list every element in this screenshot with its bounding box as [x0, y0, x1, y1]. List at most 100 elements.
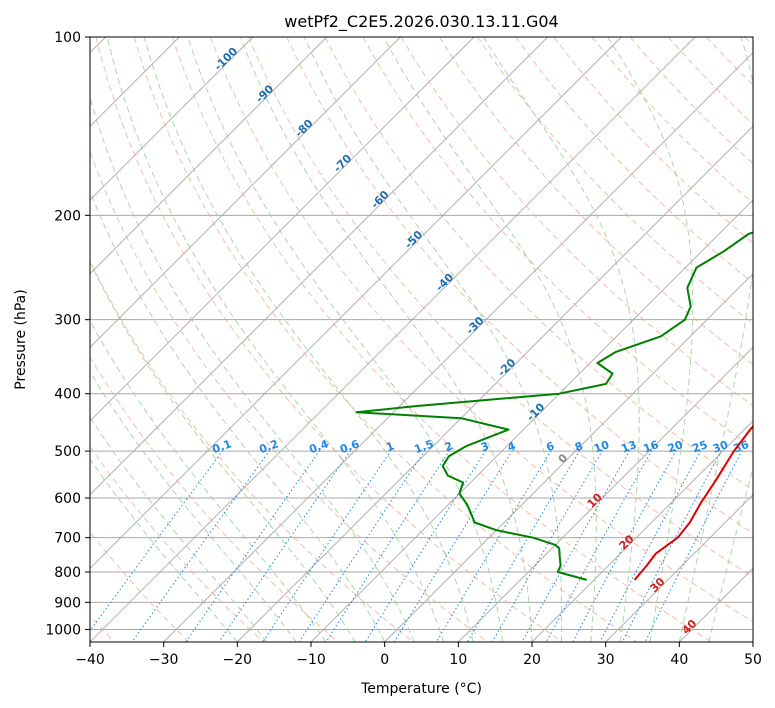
- moist-adiabat: [106, 37, 445, 642]
- mixing-ratio-label: 1: [384, 439, 396, 454]
- y-tick-label: 100: [54, 30, 81, 46]
- dry-adiabat: [90, 445, 264, 642]
- isotherm-line: [90, 37, 622, 569]
- y-tick-label: 1000: [45, 622, 81, 638]
- isotherm-line: [752, 641, 753, 642]
- y-tick-label: 900: [54, 595, 81, 611]
- moist-adiabat: [239, 37, 533, 642]
- x-axis-label: Temperature (°C): [360, 681, 482, 697]
- moist-adiabat: [90, 260, 356, 642]
- plot-background: [90, 37, 753, 642]
- moist-adiabat: [482, 37, 640, 642]
- dry-adiabat: [324, 37, 753, 491]
- isotherm-line: [90, 37, 401, 348]
- isotherm-line: [163, 52, 753, 642]
- isotherm-line: [531, 420, 753, 642]
- mixing-ratio-label: 16: [642, 438, 661, 456]
- mixing-ratio-label: 0.1: [211, 437, 234, 456]
- moist-adiabat: [708, 466, 753, 642]
- mixing-ratio-label: 36: [732, 438, 751, 456]
- x-tick-label: −20: [223, 652, 253, 668]
- moist-adiabat: [90, 96, 415, 642]
- x-tick-label: −30: [149, 652, 179, 668]
- moist-adiabat: [90, 370, 297, 642]
- moist-adiabat: [143, 37, 474, 642]
- moist-adiabat: [187, 37, 503, 642]
- isotherm-line: [90, 37, 548, 496]
- mixing-ratio-line: [467, 450, 581, 642]
- mixing-ratio-label: 30: [711, 438, 730, 456]
- mixing-ratio-line: [393, 450, 513, 642]
- y-tick-label: 600: [54, 491, 81, 507]
- mixing-ratio-label: 8: [573, 439, 585, 454]
- plot-frame: [89, 36, 754, 643]
- mixing-ratio-line: [521, 450, 631, 642]
- moist-adiabat: [678, 37, 753, 642]
- mixing-ratio-line: [364, 450, 487, 642]
- dry-adiabat: [591, 37, 753, 204]
- dry-adiabat: [90, 356, 339, 642]
- mixing-ratio-label: 20: [666, 438, 685, 456]
- isotherm-line: [605, 494, 753, 642]
- moist-adiabat: [90, 458, 238, 642]
- dry-adiabat: [133, 37, 638, 642]
- dewpoint-profile-line: [355, 231, 753, 581]
- moist-adiabat: [383, 37, 597, 642]
- sounding-profiles: [355, 231, 753, 581]
- x-tick-label: 20: [523, 652, 541, 668]
- mixing-ratio-line: [435, 450, 552, 642]
- y-tick-label: 700: [54, 531, 81, 547]
- x-tick-label: 40: [670, 652, 688, 668]
- mixing-ratio-label: 25: [690, 438, 709, 455]
- mixing-ratio-line: [491, 450, 604, 642]
- moist-adiabat: [607, 37, 694, 642]
- mixing-ratio-line: [218, 450, 352, 642]
- temperature-profile-line: [633, 424, 753, 581]
- mixing-ratio-label: 1.5: [413, 437, 436, 456]
- x-tick-label: 50: [744, 652, 762, 668]
- isotherm-line: [90, 37, 696, 642]
- x-tick-label: −40: [75, 652, 105, 668]
- y-axis: 100 200 300 400 500 600 700 800 900 1000: [45, 30, 90, 638]
- mixing-ratio-line: [599, 450, 702, 642]
- mixing-ratio-label: 3: [479, 439, 491, 454]
- mixing-ratio-label: 0.4: [307, 437, 330, 456]
- mixing-ratio-line: [131, 450, 271, 642]
- mixing-ratio-label: 6: [544, 439, 556, 454]
- mixing-ratio-label: 4: [506, 439, 518, 454]
- dry-adiabat: [248, 37, 753, 578]
- y-tick-label: 300: [54, 313, 81, 329]
- dry-adiabat: [286, 37, 753, 534]
- mixing-ratio-line: [572, 450, 677, 642]
- mixing-ratio-label: 13: [619, 438, 638, 455]
- mixing-ratio-line: [262, 450, 392, 642]
- mixing-ratio-line: [621, 450, 722, 642]
- dry-adiabat: [90, 259, 414, 642]
- moist-adiabat: [90, 319, 327, 642]
- dry-adiabat: [438, 37, 753, 366]
- chart-title: wetPf2_C2E5.2026.030.13.11.G04: [284, 12, 558, 32]
- x-tick-label: 10: [449, 652, 467, 668]
- moist-adiabat: [90, 416, 268, 642]
- background-lines: [90, 37, 753, 642]
- isotherm-line: [90, 37, 327, 275]
- dry-adiabat: [400, 37, 753, 407]
- mixing-ratio-label: 10: [592, 438, 611, 456]
- y-tick-label: 500: [54, 444, 81, 460]
- mixing-ratio-line: [185, 450, 321, 642]
- y-tick-label: 800: [54, 565, 81, 581]
- mixing-ratio-label: 2: [443, 439, 455, 454]
- x-tick-label: 0: [380, 652, 389, 668]
- y-tick-label: 200: [54, 208, 81, 224]
- x-axis: −40 −30 −20 −10 0 10 20 30 40 50: [75, 642, 762, 668]
- isotherm-line: [384, 273, 753, 642]
- moist-adiabat: [90, 189, 386, 642]
- mixing-ratio-line: [644, 450, 743, 642]
- y-axis-label: Pressure (hPa): [13, 289, 29, 389]
- moist-adiabat: [303, 37, 563, 642]
- isotherm-line: [90, 37, 254, 201]
- dry-adiabat: [362, 37, 753, 449]
- dry-adiabat: [171, 37, 712, 642]
- dry-adiabat: [210, 37, 753, 623]
